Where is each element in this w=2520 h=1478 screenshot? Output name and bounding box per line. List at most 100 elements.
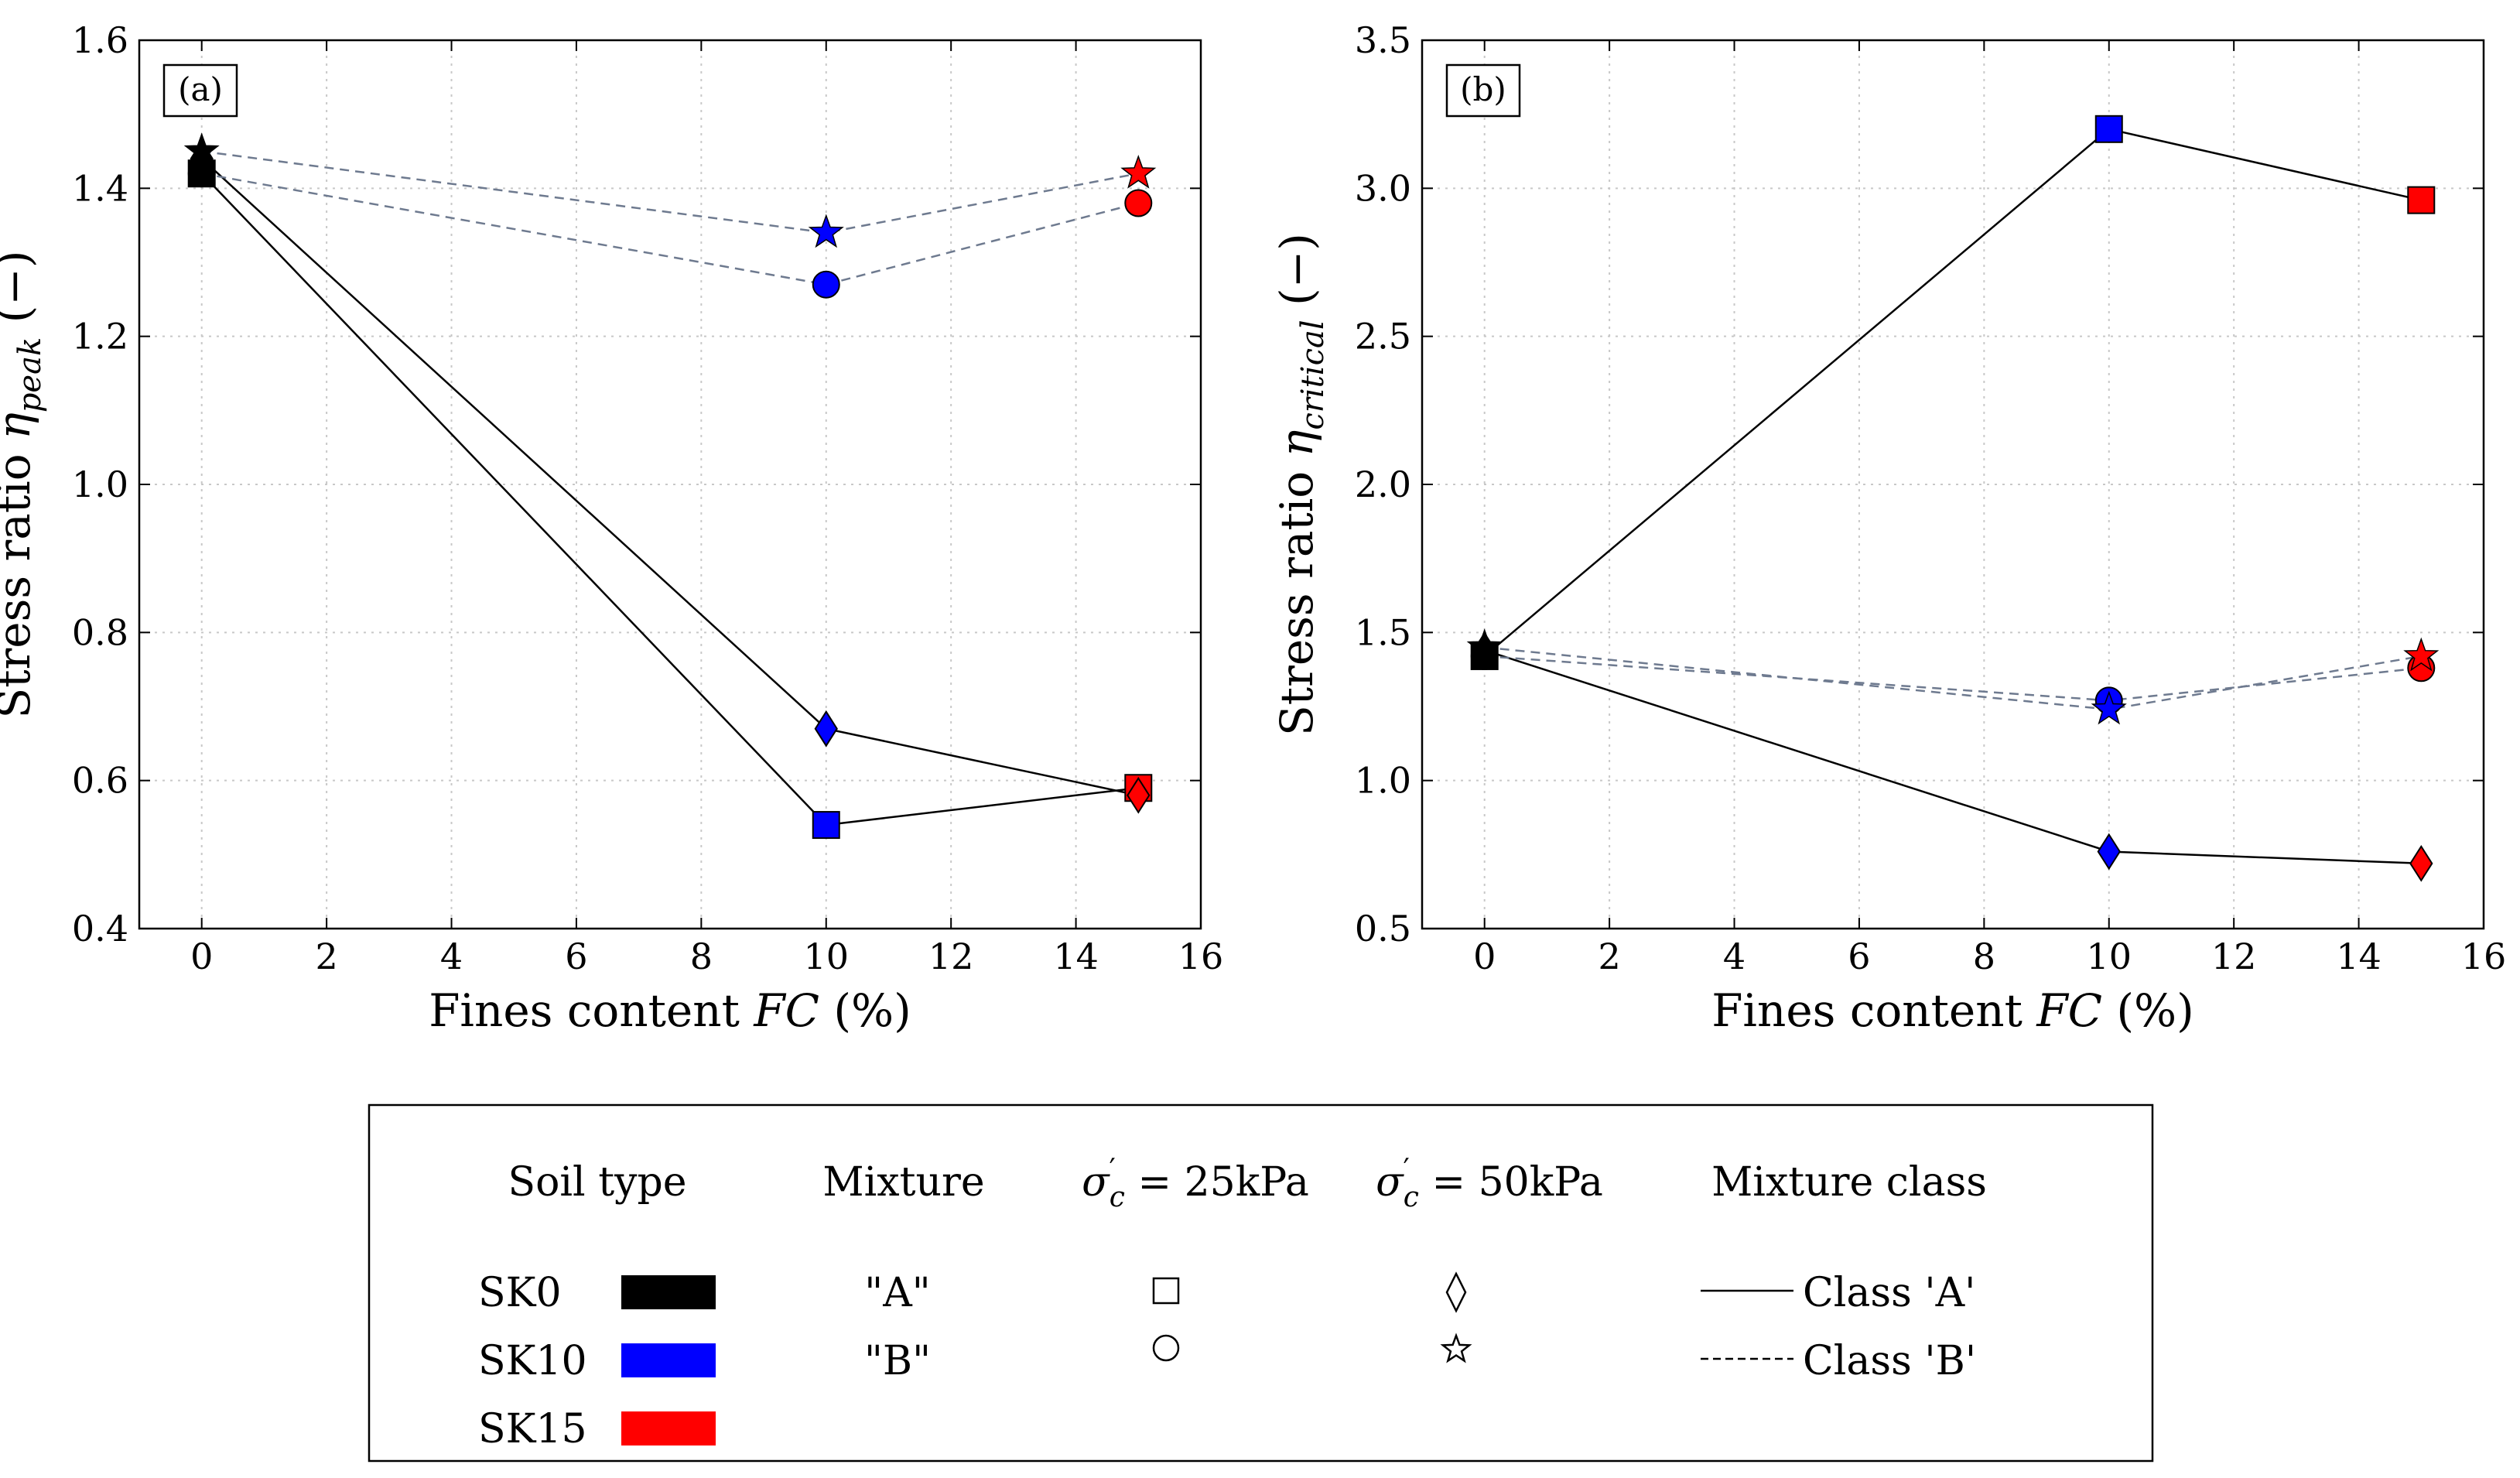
x-tick-label: 16 bbox=[1178, 936, 1224, 977]
series-line-a-50kpa bbox=[200, 158, 1139, 797]
legend-mixture-label: "A" bbox=[864, 1270, 930, 1316]
y-tick-label: 1.4 bbox=[72, 167, 128, 209]
x-tick-label: 6 bbox=[1848, 936, 1870, 977]
y-axis-label-part: critical bbox=[1295, 320, 1331, 429]
legend-header-sigma-25-part: = 25kPa bbox=[1125, 1159, 1309, 1206]
legend-header-sigma-50-part: σ bbox=[1376, 1159, 1404, 1206]
y-axis-label: Stress ratio ηpeak (−) bbox=[0, 251, 48, 719]
y-tick-label: 1.0 bbox=[72, 464, 128, 505]
x-tick-label: 2 bbox=[315, 936, 337, 977]
x-tick-label: 0 bbox=[1473, 936, 1496, 977]
y-axis-label-part: η bbox=[1270, 429, 1323, 457]
data-point-star bbox=[2091, 690, 2127, 725]
y-axis-label: Stress ratio ηcritical (−) bbox=[1270, 233, 1331, 736]
series-line-b-50kpa bbox=[1484, 646, 2422, 711]
y-tick-label: 1.0 bbox=[1355, 760, 1411, 802]
legend-header-sigma-50-part: ′ bbox=[1404, 1154, 1410, 1185]
y-tick-label: 0.8 bbox=[72, 611, 128, 653]
x-tick-label: 10 bbox=[803, 936, 849, 977]
data-point-circle bbox=[1124, 189, 1153, 217]
legend-square-icon bbox=[1152, 1277, 1180, 1305]
y-tick-label: 2.0 bbox=[1355, 464, 1411, 505]
legend-header-sigma-50: σ′ c = 50kPa bbox=[1376, 1154, 1603, 1213]
legend-header-mixture: Mixture bbox=[822, 1159, 984, 1206]
legend-header-sigma-25: σ′ c = 25kPa bbox=[1082, 1154, 1309, 1213]
x-tick-label: 8 bbox=[690, 936, 713, 977]
y-tick-label: 0.4 bbox=[72, 908, 128, 949]
y-tick-label: 1.5 bbox=[1355, 611, 1411, 653]
chart-panel-b: 0 2 4 6 8 10 12 14 16 0.5 1.0 1.5 2.0 2.5 3.0 3.5 (b) Fin… bbox=[1270, 19, 2506, 1037]
x-tick-label: 10 bbox=[2086, 936, 2132, 977]
x-tick-label: 4 bbox=[440, 936, 463, 977]
x-tick-label: 14 bbox=[1053, 936, 1099, 977]
x-tick-label: 0 bbox=[190, 936, 213, 977]
data-point-diamond bbox=[2409, 844, 2433, 882]
legend-star-icon bbox=[1440, 1333, 1472, 1363]
y-tick-label: 0.5 bbox=[1355, 908, 1411, 949]
data-point-star bbox=[1120, 154, 1157, 189]
data-point-diamond bbox=[814, 710, 838, 748]
legend-circle-icon bbox=[1152, 1334, 1180, 1362]
x-axis-label-part: Fines content bbox=[429, 984, 754, 1037]
legend-mixture-label: "B" bbox=[864, 1338, 931, 1384]
y-tick-label: 3.0 bbox=[1355, 167, 1411, 209]
x-tick-label: 14 bbox=[2336, 936, 2382, 977]
y-axis-label-part: (−) bbox=[1270, 233, 1323, 320]
data-point-square bbox=[812, 811, 840, 840]
legend-header-sigma-25-part: c bbox=[1110, 1182, 1125, 1213]
data-point-star bbox=[1466, 628, 1503, 663]
legend-soil-label-sk10: SK10 bbox=[478, 1338, 587, 1384]
legend-soil-label-sk15: SK15 bbox=[478, 1406, 587, 1452]
y-tick-label: 0.6 bbox=[72, 760, 128, 802]
panel-label: (a) bbox=[178, 70, 223, 108]
data-point-star bbox=[808, 214, 844, 248]
plot-frame bbox=[138, 39, 1202, 930]
panel-label-box bbox=[1445, 63, 1521, 118]
legend-header-sigma-25-part: ′ bbox=[1110, 1154, 1116, 1185]
x-axis-label-part: (%) bbox=[819, 984, 911, 1037]
x-tick-label: 6 bbox=[565, 936, 587, 977]
legend-box: Soil type Mixture σ′ c = 25kPa σ′ c = 50kPa Mi… bbox=[368, 1103, 2154, 1463]
x-axis-label-part: FC bbox=[2036, 984, 2102, 1037]
y-axis-label-part: peak bbox=[12, 337, 48, 412]
data-point-circle bbox=[187, 159, 216, 188]
x-tick-label: 12 bbox=[928, 936, 974, 977]
panel-label-box bbox=[162, 63, 238, 118]
legend-header-mixture-class: Mixture class bbox=[1711, 1159, 1987, 1206]
y-axis-label-part: Stress ratio bbox=[1270, 457, 1323, 736]
data-point-square bbox=[2094, 115, 2123, 143]
plot-frame bbox=[1421, 39, 2485, 930]
x-tick-label: 12 bbox=[2211, 936, 2257, 977]
y-axis-label-part: (−) bbox=[0, 251, 40, 337]
x-axis-label: Fines content FC (%) bbox=[429, 984, 911, 1037]
legend-class-label: Class 'B' bbox=[1803, 1338, 1976, 1384]
x-axis-label-part: (%) bbox=[2102, 984, 2194, 1037]
data-point-square bbox=[2407, 186, 2436, 214]
x-axis-label-part: FC bbox=[753, 984, 819, 1037]
y-tick-label: 1.6 bbox=[72, 19, 128, 61]
y-tick-label: 3.5 bbox=[1355, 19, 1411, 61]
legend-soil-swatch-sk0 bbox=[621, 1275, 716, 1309]
series-line-a-50kpa bbox=[1484, 649, 2422, 865]
panel-label: (b) bbox=[1460, 70, 1506, 108]
x-tick-label: 8 bbox=[1973, 936, 1995, 977]
x-axis-label-part: Fines content bbox=[1711, 984, 2036, 1037]
series-line-b-50kpa bbox=[201, 150, 1139, 234]
data-point-diamond bbox=[2097, 833, 2121, 871]
y-tick-label: 2.5 bbox=[1355, 316, 1411, 358]
series-line-a-25kpa bbox=[1483, 128, 2422, 657]
y-axis-label-part: Stress ratio bbox=[0, 440, 40, 719]
y-tick-label: 1.2 bbox=[72, 316, 128, 358]
series-line-a-25kpa bbox=[200, 173, 1139, 826]
x-axis-label: Fines content FC (%) bbox=[1711, 984, 2194, 1037]
legend-soil-swatch-sk10 bbox=[621, 1343, 716, 1377]
legend-header-sigma-50-part: = 50kPa bbox=[1419, 1159, 1603, 1206]
data-point-circle bbox=[812, 270, 840, 299]
x-tick-label: 4 bbox=[1723, 936, 1746, 977]
legend-header-sigma-50-part: c bbox=[1404, 1182, 1419, 1213]
legend-header-soil-type: Soil type bbox=[508, 1159, 686, 1206]
legend-soil-label-sk0: SK0 bbox=[478, 1270, 562, 1316]
legend-diamond-icon bbox=[1445, 1271, 1467, 1313]
x-tick-label: 16 bbox=[2461, 936, 2507, 977]
